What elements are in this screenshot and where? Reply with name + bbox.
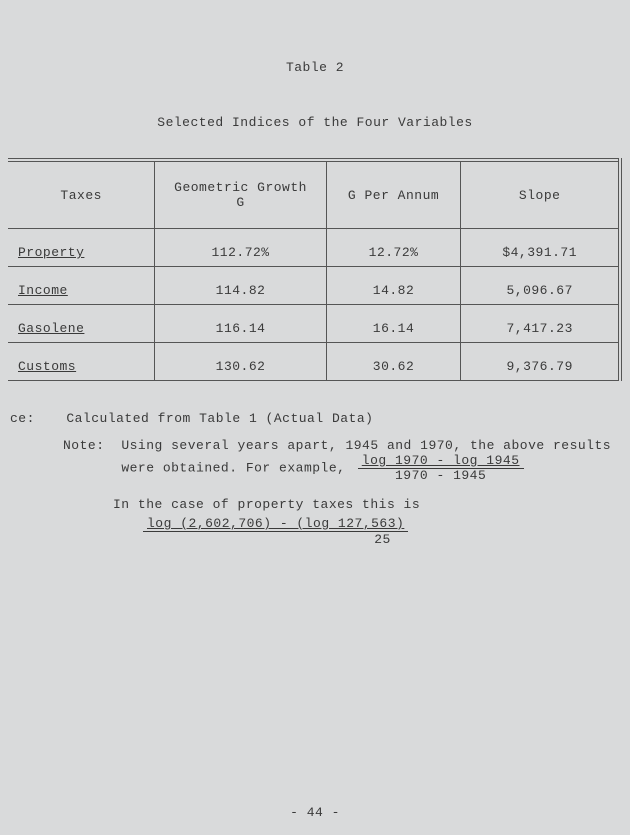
cell-g: 112.72% — [155, 229, 326, 267]
col-header-slope: Slope — [461, 160, 620, 229]
equation-denominator: 25 — [143, 532, 622, 547]
equation-line: log (2,602,706) - (log 127,563) 25 — [143, 516, 622, 547]
table-label: Table 2 — [8, 60, 622, 75]
table-row: Customs 130.62 30.62 9,376.79 — [8, 343, 620, 381]
note-label: Note: — [63, 438, 113, 453]
formula-fraction: log 1970 - log 1945 1970 - 1945 — [358, 453, 524, 483]
table-row: Income 114.82 14.82 5,096.67 — [8, 267, 620, 305]
cell-g: 114.82 — [155, 267, 326, 305]
cell-tax: Customs — [8, 343, 155, 381]
table-row: Property 112.72% 12.72% $4,391.71 — [8, 229, 620, 267]
cell-gpa: 16.14 — [326, 305, 461, 343]
col-header-growth: Geometric Growth G — [155, 160, 326, 229]
col-header-taxes: Taxes — [8, 160, 155, 229]
fraction-numerator: log 1970 - log 1945 — [358, 453, 524, 469]
cell-tax: Income — [8, 267, 155, 305]
fraction-denominator: 1970 - 1945 — [391, 468, 490, 483]
cell-gpa: 30.62 — [326, 343, 461, 381]
col-header-perannum: G Per Annum — [326, 160, 461, 229]
cell-g: 130.62 — [155, 343, 326, 381]
source-text: Calculated from Table 1 (Actual Data) — [66, 411, 373, 426]
page-number: - 44 - — [0, 805, 630, 820]
col-header-growth-l2: G — [236, 195, 244, 210]
cell-g: 116.14 — [155, 305, 326, 343]
equation-numerator: log (2,602,706) - (log 127,563) — [143, 516, 408, 532]
table-header-row: Taxes Geometric Growth G G Per Annum Slo… — [8, 160, 620, 229]
cell-slope: $4,391.71 — [461, 229, 620, 267]
table-subtitle: Selected Indices of the Four Variables — [8, 115, 622, 130]
case-line: In the case of property taxes this is — [113, 497, 622, 512]
cell-slope: 7,417.23 — [461, 305, 620, 343]
cell-gpa: 14.82 — [326, 267, 461, 305]
source-line: ce: Calculated from Table 1 (Actual Data… — [8, 411, 614, 426]
cell-tax: Property — [8, 229, 155, 267]
note-text: Using several years apart, 1945 and 1970… — [121, 438, 621, 483]
indices-table: Taxes Geometric Growth G G Per Annum Slo… — [8, 158, 622, 381]
cell-tax: Gasolene — [8, 305, 155, 343]
source-label: ce: — [10, 411, 58, 426]
note-block: Note: Using several years apart, 1945 an… — [63, 438, 622, 483]
cell-slope: 5,096.67 — [461, 267, 620, 305]
cell-gpa: 12.72% — [326, 229, 461, 267]
table-row: Gasolene 116.14 16.14 7,417.23 — [8, 305, 620, 343]
col-header-growth-l1: Geometric Growth — [174, 180, 307, 195]
cell-slope: 9,376.79 — [461, 343, 620, 381]
